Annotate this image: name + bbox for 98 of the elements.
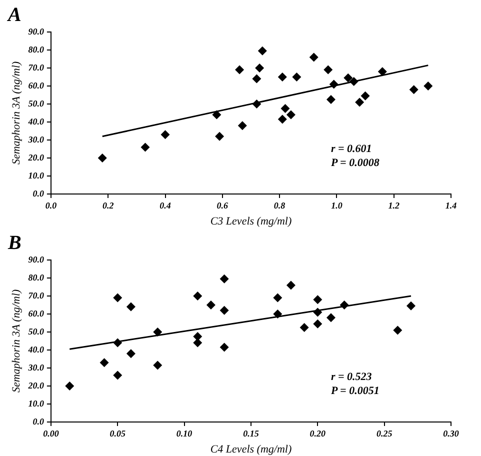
annotation: P = 0.0051: [331, 385, 380, 397]
point: [235, 65, 244, 74]
point: [273, 293, 282, 302]
x-tick-label: 0.4: [160, 200, 172, 211]
point: [113, 338, 122, 348]
x-tick-label: 0.0: [45, 200, 58, 211]
y-tick-label: 20.0: [27, 152, 44, 162]
point: [409, 85, 418, 94]
y-tick-label: 60.0: [28, 308, 44, 318]
x-tick-label: 0.30: [443, 428, 460, 439]
point: [206, 300, 216, 310]
chart-title: B: [7, 232, 22, 254]
x-tick-label: 0.00: [43, 428, 60, 439]
x-tick-label: 1.4: [445, 200, 458, 211]
x-tick-label: 1.0: [331, 200, 343, 211]
y-tick-label: 10.0: [28, 398, 44, 408]
point: [329, 80, 338, 89]
point: [278, 114, 287, 124]
point: [126, 302, 136, 312]
annotation: r = 0.601: [331, 143, 372, 155]
point: [258, 46, 267, 56]
point: [300, 323, 309, 332]
annotation: P = 0.0008: [331, 157, 380, 169]
x-tick-label: 0.25: [376, 428, 393, 439]
point: [215, 132, 224, 141]
y-tick-label: 10.0: [28, 170, 44, 180]
x-tick-label: 0.15: [243, 428, 260, 439]
point: [113, 293, 122, 302]
y-tick-label: 20.0: [27, 380, 44, 390]
point: [424, 82, 433, 90]
point: [126, 349, 136, 358]
point: [160, 130, 170, 140]
x-tick-label: 0.8: [274, 200, 286, 211]
y-tick-label: 80.0: [28, 272, 44, 282]
point: [313, 308, 322, 317]
x-tick-label: 1.2: [388, 200, 400, 211]
point: [252, 100, 262, 108]
x-tick-label: 0.2: [102, 200, 114, 211]
y-tick-label: 70.0: [28, 290, 44, 300]
point: [355, 98, 364, 107]
point: [255, 64, 264, 72]
x-axis-title: C4 Levels (mg/ml): [210, 443, 292, 456]
y-tick-label: 30.0: [27, 362, 44, 372]
point: [344, 73, 353, 82]
point: [313, 295, 322, 304]
point: [100, 358, 109, 368]
x-tick-label: 0.05: [110, 428, 126, 439]
x-axis-title: C3 Levels (mg/ml): [210, 215, 292, 228]
point: [340, 300, 349, 310]
y-tick-label: 40.0: [27, 344, 44, 354]
x-tick-label: 0.20: [310, 428, 326, 439]
point: [326, 313, 336, 322]
point: [140, 142, 150, 152]
point: [309, 52, 318, 62]
point: [349, 77, 358, 86]
point: [286, 280, 296, 290]
point: [278, 72, 287, 82]
point: [406, 301, 416, 310]
point: [393, 326, 402, 335]
point: [313, 319, 322, 328]
y-tick-label: 90.0: [28, 26, 44, 36]
point: [286, 110, 296, 120]
y-axis-title: Semaphorin 3A (ng/ml): [10, 289, 22, 393]
point: [153, 328, 162, 336]
chart-title: A: [6, 4, 22, 26]
y-tick-label: 40.0: [27, 116, 44, 126]
x-tick-label: 0.10: [176, 428, 193, 439]
y-tick-label: 60.0: [28, 80, 44, 90]
point: [252, 74, 262, 84]
y-tick-label: 80.0: [28, 44, 44, 54]
annotation: r = 0.523: [331, 371, 372, 383]
x-tick-label: 0.6: [216, 200, 229, 211]
point: [326, 95, 336, 104]
point: [153, 360, 162, 370]
y-tick-label: 90.0: [28, 254, 44, 264]
point: [193, 332, 202, 341]
point: [212, 110, 222, 120]
point: [280, 104, 290, 113]
y-tick-label: 50.0: [28, 98, 44, 108]
point: [324, 65, 333, 74]
point: [220, 306, 229, 315]
y-tick-label: 0.0: [32, 188, 44, 198]
point: [273, 310, 282, 318]
point: [292, 72, 302, 82]
y-tick-label: 50.0: [28, 326, 44, 336]
y-tick-label: 70.0: [28, 62, 44, 72]
point: [113, 370, 122, 380]
point: [238, 121, 247, 130]
point: [65, 382, 74, 390]
y-tick-label: 30.0: [27, 134, 44, 144]
point: [193, 292, 202, 300]
point: [220, 274, 229, 284]
y-axis-title: Semaphorin 3A (ng/ml): [10, 61, 22, 165]
y-tick-label: 0.0: [32, 416, 44, 426]
point: [98, 154, 107, 162]
point: [378, 67, 387, 76]
point: [360, 91, 370, 100]
point: [220, 342, 229, 352]
